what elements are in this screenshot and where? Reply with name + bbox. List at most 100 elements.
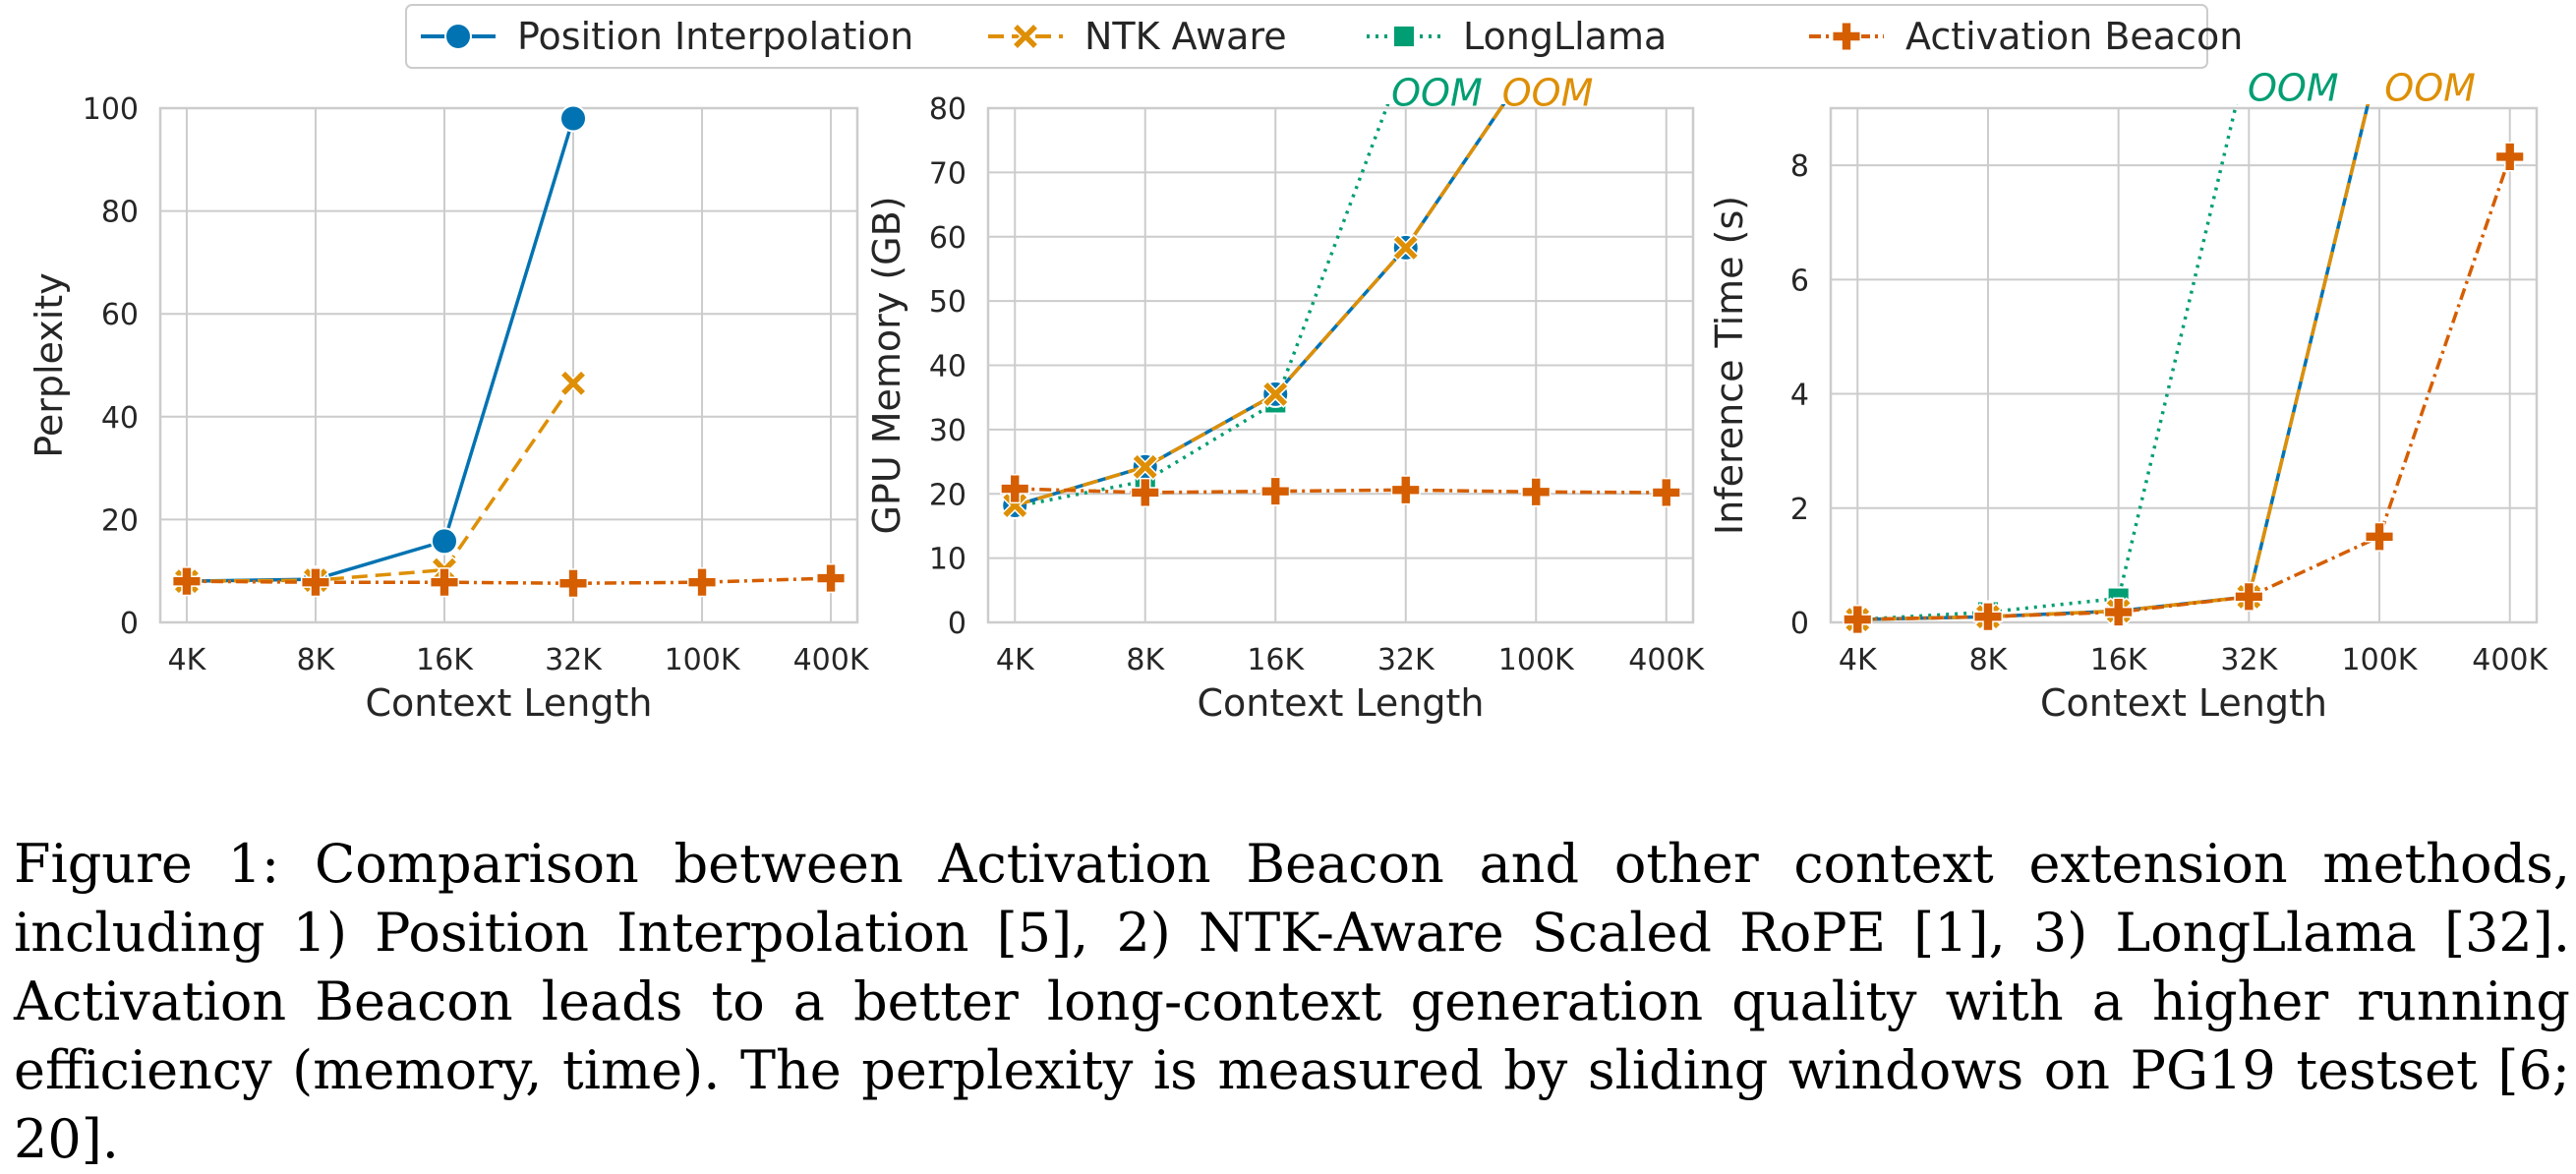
y-tick-label: 0 (120, 607, 139, 641)
legend-swatch-square-marker (1391, 24, 1417, 49)
legend-swatch-plus-marker (1831, 21, 1862, 52)
x-tick-label: 16K (1247, 643, 1305, 677)
legend-label: LongLlama (1463, 15, 1667, 58)
y-tick-label: 70 (929, 156, 966, 191)
y-tick-label: 40 (101, 401, 139, 436)
oom-annotation: OOM (2384, 66, 2476, 109)
y-tick-label: 0 (948, 607, 966, 641)
data-point-plus (1000, 473, 1030, 504)
series-line (186, 117, 575, 583)
data-point-plus (2494, 142, 2525, 172)
data-point-x (1261, 380, 1290, 408)
figure: Position Interpolation NTK Aware LongLlama… (28, 4, 2549, 725)
x-tick-label: 400K (793, 643, 870, 677)
data-point-plus (1651, 477, 1681, 507)
data-point-plus (1972, 602, 2004, 632)
legend-swatch-x-marker (1011, 22, 1040, 51)
series-position-interpolation (1844, 104, 2371, 634)
y-tick-label: 8 (1790, 149, 1809, 184)
series-ntk-aware (1001, 104, 1506, 520)
data-point-x (558, 369, 588, 397)
legend-item-longllama: LongLlama (1367, 15, 1667, 58)
legend-swatch-circle-marker (444, 23, 472, 50)
x-tick-label: 100K (1498, 643, 1575, 677)
y-tick-label: 2 (1790, 493, 1809, 527)
x-axis-label: Context Length (365, 681, 652, 725)
data-point-plus (2234, 581, 2264, 612)
x-tick-label: 100K (2342, 643, 2419, 677)
legend: Position Interpolation NTK Aware LongLlama… (405, 4, 2243, 69)
x-tick-label: 32K (2220, 643, 2278, 677)
data-point-plus (1521, 477, 1551, 507)
data-point-plus (300, 567, 331, 598)
data-point-plus (1260, 476, 1291, 506)
data-point-plus (686, 567, 718, 598)
gridlines (160, 107, 857, 623)
series-line (1015, 487, 1667, 495)
series-longllama (1003, 104, 1390, 519)
panel-1-perplexity: 0 20 40 60 80 100 4K 8K 16K 32K 100K 400K Context Le… (28, 92, 870, 725)
x-tick-label: 8K (1969, 643, 2009, 677)
data-point-plus (1843, 605, 1873, 635)
x-tick-label: 100K (665, 643, 741, 677)
legend-item-ntk-aware: NTK Aware (988, 15, 1287, 58)
series-longllama (1845, 104, 2239, 632)
series-activation-beacon (1843, 142, 2525, 635)
data-point-plus (2364, 521, 2395, 552)
y-tick-label: 100 (83, 92, 139, 127)
series-line (1857, 104, 2239, 621)
oom-annotation: OOM (1502, 71, 1594, 114)
series-line (1857, 155, 2512, 621)
plot-frame (986, 106, 1695, 624)
y-tick-label: 0 (1790, 607, 1809, 641)
data-point-plus (1130, 477, 1160, 507)
data-point-x (1391, 233, 1420, 262)
y-axis-label: Perplexity (28, 272, 71, 457)
y-tick-label: 10 (929, 543, 966, 577)
x-tick-label: 32K (545, 643, 603, 677)
series-activation-beacon (171, 562, 847, 599)
data-point-plus (1390, 475, 1421, 505)
panel-2-gpu-memory-gb: 0 10 20 30 40 50 60 70 80 4K 8K 16K 32K 100K 400K Conte… (865, 71, 1706, 725)
x-tick-label: 4K (168, 643, 207, 677)
y-tick-label: 80 (101, 196, 139, 230)
data-point-circle (430, 527, 458, 556)
series-position-interpolation (172, 104, 588, 596)
x-tick-label: 16K (2090, 643, 2148, 677)
series-ntk-aware (172, 369, 588, 596)
x-tick-label: 8K (297, 643, 336, 677)
oom-annotation: OOM (1391, 71, 1483, 114)
y-tick-label: 60 (929, 221, 966, 256)
data-point-x (1131, 452, 1159, 481)
x-tick-label: 16K (416, 643, 474, 677)
series-line (186, 382, 575, 583)
y-tick-label: 30 (929, 414, 966, 448)
series-ntk-aware (1844, 104, 2371, 634)
x-tick-label: 32K (1377, 643, 1435, 677)
series-activation-beacon (1000, 473, 1681, 507)
x-axis-label: Context Length (2040, 681, 2327, 725)
y-tick-label: 60 (101, 298, 139, 332)
gridlines (988, 107, 1693, 623)
legend-label: Activation Beacon (1905, 15, 2243, 58)
y-axis-label: GPU Memory (GB) (865, 196, 908, 534)
y-tick-label: 40 (929, 350, 966, 384)
data-point-plus (557, 568, 589, 599)
legend-frame (405, 4, 2208, 69)
x-tick-label: 400K (1628, 643, 1705, 677)
y-tick-label: 6 (1790, 264, 1809, 298)
data-point-plus (429, 567, 460, 598)
data-point-x (1001, 491, 1029, 520)
series-line (1014, 104, 1390, 509)
data-point-plus (2103, 597, 2134, 627)
x-tick-label: 400K (2472, 643, 2548, 677)
x-tick-label: 4K (1839, 643, 1878, 677)
data-point-circle (559, 104, 588, 133)
legend-item-position-interpolation: Position Interpolation (421, 15, 913, 58)
series-line (186, 576, 832, 586)
y-tick-label: 20 (929, 478, 966, 512)
figure-caption: Figure 1: Comparison between Activation … (14, 833, 2570, 1170)
x-tick-label: 4K (996, 643, 1035, 677)
y-tick-label: 4 (1790, 379, 1809, 413)
